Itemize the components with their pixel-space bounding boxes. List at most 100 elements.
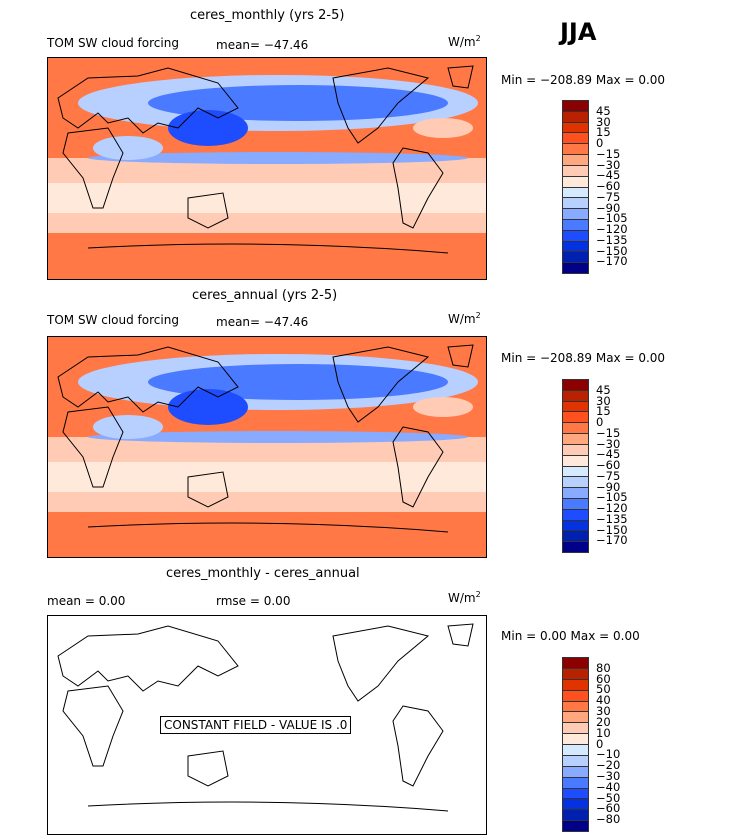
contour-region bbox=[168, 389, 248, 425]
colorbar-swatch bbox=[563, 165, 588, 177]
coastline bbox=[447, 344, 474, 368]
panel3-units: W/m2 bbox=[448, 590, 481, 605]
contour-region bbox=[88, 431, 468, 443]
colorbar-swatch bbox=[563, 209, 588, 220]
colorbar-swatch bbox=[563, 144, 588, 156]
contour-region bbox=[48, 233, 486, 279]
colorbar-label: 0 bbox=[596, 136, 604, 150]
colorbar-swatch bbox=[563, 444, 588, 456]
colorbar-label: −105 bbox=[596, 211, 628, 226]
colorbar-label: −170 bbox=[596, 254, 628, 269]
season-label: JJA bbox=[560, 18, 597, 46]
coastline bbox=[447, 623, 474, 647]
panel2-minmax: Min = −208.89 Max = 0.00 bbox=[501, 351, 666, 365]
contour-region bbox=[48, 462, 486, 492]
colorbar-swatch bbox=[563, 509, 588, 521]
colorbar-label: 80 bbox=[596, 660, 611, 675]
colorbar-swatch bbox=[563, 701, 588, 713]
colorbar-label: −90 bbox=[596, 200, 621, 215]
colorbar-swatch bbox=[563, 723, 588, 735]
colorbar-swatch bbox=[563, 679, 588, 691]
colorbar-swatch bbox=[563, 380, 588, 391]
colorbar-label: −105 bbox=[596, 490, 628, 505]
colorbar-label: −75 bbox=[596, 468, 621, 483]
colorbar-swatch bbox=[563, 821, 588, 831]
colorbar-label: 10 bbox=[596, 725, 611, 740]
panel1-mean: mean= −47.46 bbox=[216, 38, 309, 52]
contour-region bbox=[93, 136, 163, 160]
colorbar-swatch bbox=[563, 488, 588, 499]
colorbar-swatch bbox=[563, 133, 588, 145]
colorbar-label: 30 bbox=[596, 114, 611, 129]
colorbar-swatch bbox=[563, 810, 588, 822]
panel2-variable: TOM SW cloud forcing bbox=[47, 313, 179, 327]
colorbar-swatch bbox=[563, 198, 588, 210]
colorbar-swatch bbox=[563, 219, 588, 231]
coastline bbox=[62, 406, 124, 488]
colorbar-label: 0 bbox=[596, 736, 604, 751]
coastline bbox=[332, 625, 430, 702]
colorbar-swatch bbox=[563, 777, 588, 789]
coastline bbox=[87, 801, 449, 812]
colorbar-swatch bbox=[563, 176, 588, 188]
colorbar-label: −20 bbox=[596, 758, 621, 773]
coastline bbox=[57, 346, 239, 413]
coastline bbox=[62, 127, 124, 209]
colorbar-swatch bbox=[563, 252, 588, 264]
coastline bbox=[187, 192, 229, 229]
colorbar-swatch bbox=[563, 401, 588, 413]
panel1-variable: TOM SW cloud forcing bbox=[47, 36, 179, 50]
colorbar-swatch bbox=[563, 542, 588, 552]
colorbar-label: 45 bbox=[596, 382, 611, 397]
coastline bbox=[62, 685, 124, 767]
colorbar-label: −60 bbox=[596, 179, 621, 193]
colorbar-swatch bbox=[563, 690, 588, 702]
coastline bbox=[87, 522, 449, 533]
colorbar-label: 15 bbox=[596, 404, 611, 419]
coastline bbox=[332, 346, 430, 423]
colorbar-label: 45 bbox=[596, 103, 611, 118]
panel3-mean: mean = 0.00 bbox=[47, 594, 126, 608]
coastline bbox=[57, 625, 239, 692]
colorbar-swatch bbox=[563, 477, 588, 489]
panel1-map bbox=[47, 57, 487, 280]
panel1-minmax: Min = −208.89 Max = 0.00 bbox=[501, 73, 666, 87]
colorbar-label: 40 bbox=[596, 693, 611, 708]
contour-region bbox=[93, 415, 163, 439]
panel1-units: W/m2 bbox=[448, 34, 481, 49]
colorbar-swatch bbox=[563, 520, 588, 532]
colorbar-swatch bbox=[563, 668, 588, 680]
colorbar-swatch bbox=[563, 498, 588, 510]
colorbar-label: −40 bbox=[596, 779, 621, 794]
colorbar-swatch bbox=[563, 531, 588, 543]
colorbar-swatch bbox=[563, 799, 588, 811]
colorbar-swatch bbox=[563, 241, 588, 253]
colorbar-label: 30 bbox=[596, 393, 611, 408]
colorbar-label: −120 bbox=[596, 501, 628, 515]
colorbar-label: −10 bbox=[596, 747, 621, 762]
colorbar-label: 20 bbox=[596, 714, 611, 729]
panel3-title: ceres_monthly - ceres_annual bbox=[166, 566, 360, 581]
panel1-colorbar bbox=[562, 100, 589, 274]
colorbar-swatch bbox=[563, 712, 588, 724]
coastline bbox=[392, 705, 444, 787]
colorbar-swatch bbox=[563, 745, 588, 756]
panel2-colorbar bbox=[562, 379, 589, 553]
panel3-minmax: Min = 0.00 Max = 0.00 bbox=[501, 629, 640, 643]
colorbar-label: −30 bbox=[596, 157, 621, 172]
colorbar-label: −50 bbox=[596, 790, 621, 805]
colorbar-swatch bbox=[563, 187, 588, 199]
colorbar-swatch bbox=[563, 766, 588, 778]
contour-region bbox=[413, 118, 473, 138]
colorbar-swatch bbox=[563, 658, 588, 669]
colorbar-swatch bbox=[563, 390, 588, 402]
colorbar-label: −135 bbox=[596, 232, 628, 247]
colorbar-swatch bbox=[563, 755, 588, 767]
panel2-units: W/m2 bbox=[448, 311, 481, 326]
colorbar-swatch bbox=[563, 455, 588, 467]
coastline bbox=[332, 67, 430, 144]
colorbar-swatch bbox=[563, 101, 588, 112]
colorbar-swatch bbox=[563, 412, 588, 424]
panel2-mean: mean= −47.46 bbox=[216, 315, 309, 329]
colorbar-label: −80 bbox=[596, 812, 621, 827]
